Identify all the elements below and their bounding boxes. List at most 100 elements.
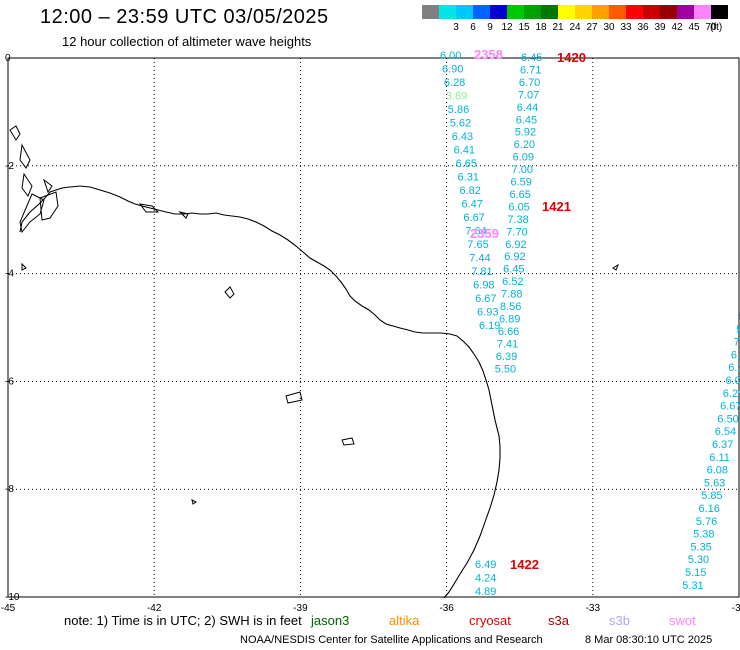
swh-value: 5.35	[690, 541, 711, 553]
legend-swatch	[643, 5, 660, 19]
swh-value: 6.3	[728, 362, 740, 374]
swh-value: 6.70	[519, 77, 540, 89]
legend-label: 42	[671, 22, 683, 33]
swh-value: 4.24	[475, 573, 496, 585]
lat-tick-label: -2	[5, 161, 14, 172]
page-subtitle: 12 hour collection of altimeter wave hei…	[62, 34, 312, 49]
swh-value: 7.81	[471, 266, 492, 278]
legend-label: 30	[603, 22, 615, 33]
legend-label: 15	[518, 22, 530, 33]
legend-label: 9	[487, 22, 493, 33]
coastline	[19, 185, 501, 599]
legend-swatch	[575, 5, 592, 19]
legend-label: 21	[552, 22, 564, 33]
swh-value: 6.41	[454, 145, 475, 157]
legend-label: 36	[637, 22, 649, 33]
map-tick-labels: -45 -42 -39 -36 -33 -30 0 -2 -4 -6 -8 -10	[1, 53, 740, 614]
swh-value: 6.49	[475, 559, 496, 571]
swh-value: 6.90	[442, 64, 463, 76]
legend-swatch	[609, 5, 626, 19]
pass-time-label: 1422	[510, 557, 539, 572]
lat-tick-label: 0	[5, 53, 11, 64]
legend-swatch	[439, 5, 456, 19]
island-1	[224, 286, 235, 299]
swh-value: 6.28	[444, 77, 465, 89]
swh-value: 6.29	[723, 388, 740, 400]
swh-value: 7.38	[507, 214, 528, 226]
note-text: note: 1) Time is in UTC; 2) SWH is in fe…	[64, 613, 302, 628]
legend-label: 39	[654, 22, 666, 33]
lon-tick-label: -39	[293, 603, 308, 614]
lat-tick-label: -4	[5, 269, 14, 280]
swh-value: 7	[734, 337, 740, 349]
swh-value: 3.89	[446, 91, 467, 103]
swh-value: 7.64	[465, 226, 486, 238]
swh-value: 6.92	[505, 239, 526, 251]
swh-value: 6.65	[456, 158, 477, 170]
swh-value: 6.93	[477, 307, 498, 319]
swh-value: 6.50	[717, 413, 738, 425]
lat-tick-label: -6	[5, 376, 14, 387]
swh-value: 6.54	[715, 426, 736, 438]
island-4	[21, 262, 27, 271]
swh-value: 5.15	[685, 567, 706, 579]
swh-value: 5.86	[448, 104, 469, 116]
swh-value: 6.08	[707, 465, 728, 477]
swh-value: 8.56	[500, 301, 521, 313]
swh-value: 6.3	[731, 349, 740, 361]
swh-value: 6.89	[499, 313, 520, 325]
page-title: 12:00 – 23:59 UTC 03/05/2025	[40, 6, 329, 28]
legend-swatch	[592, 5, 609, 19]
swh-value: 7.00	[512, 164, 533, 176]
lon-tick-label: -42	[147, 603, 162, 614]
swh-value: 5.31	[682, 580, 703, 592]
legend-label: 33	[620, 22, 632, 33]
legend-swatch	[541, 5, 558, 19]
legend-label: 12	[501, 22, 513, 33]
pass-time-label: 1421	[542, 199, 571, 214]
swh-value: 5.30	[688, 554, 709, 566]
legend-swatch	[422, 5, 439, 19]
swh-value: 6.39	[496, 351, 517, 363]
lon-tick-label: -33	[586, 603, 601, 614]
satellite-legend-s3b: s3b	[609, 613, 630, 628]
swh-value: 7.41	[497, 338, 518, 350]
swh-value: 6.92	[504, 251, 525, 263]
swh-value: 6.67	[463, 212, 484, 224]
legend-swatch	[490, 5, 507, 19]
swh-value: 5.76	[696, 516, 717, 528]
legend-label: 3	[453, 22, 459, 33]
swh-value: 6.37	[712, 439, 733, 451]
legend-label: 24	[569, 22, 581, 33]
swh-value: 6.66	[498, 326, 519, 338]
legend-swatch	[660, 5, 677, 19]
swh-value: 7.88	[501, 289, 522, 301]
pass-time-label: 2359	[470, 226, 499, 241]
swh-value: 7.70	[506, 226, 527, 238]
altimeter-tracks: 6.006.906.283.895.865.626.436.416.656.31…	[440, 47, 740, 598]
legend-swatch	[524, 5, 541, 19]
legend-swatch	[456, 5, 473, 19]
lat-tick-label: -8	[5, 484, 14, 495]
legend-label: 6	[470, 22, 476, 33]
lon-tick-label: -45	[1, 603, 16, 614]
swh-value: 6.00	[440, 50, 461, 62]
swh-value: 7.44	[469, 253, 490, 265]
credit-text: NOAA/NESDIS Center for Satellite Applica…	[240, 634, 543, 646]
swh-value: 6.05	[508, 201, 529, 213]
swh-value: 6.19	[479, 320, 500, 332]
swh-value: 6.45	[503, 264, 524, 276]
swh-value: 6.52	[502, 276, 523, 288]
island-6	[191, 499, 197, 505]
satellite-legend-altika: altika	[389, 613, 420, 628]
swh-value: 6.67	[475, 293, 496, 305]
legend-swatch	[677, 5, 694, 19]
swh-value: 6.16	[699, 503, 720, 515]
swh-value: 6.67	[720, 401, 740, 413]
swh-value: 6.45	[516, 114, 537, 126]
swh-value: 6.98	[473, 280, 494, 292]
swh-value: 7.07	[518, 89, 539, 101]
map-frame	[7, 57, 740, 598]
timestamp: 8 Mar 08:30:10 UTC 2025	[585, 634, 713, 646]
